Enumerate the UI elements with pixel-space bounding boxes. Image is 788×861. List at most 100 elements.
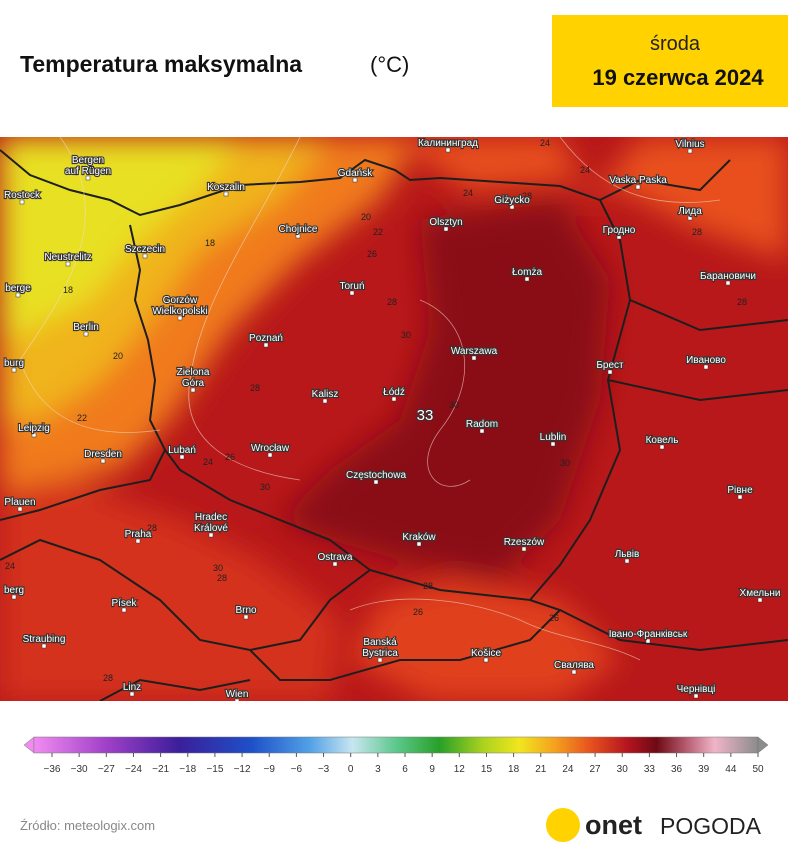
city-dot bbox=[179, 454, 185, 460]
city-label: Neustrelitz bbox=[44, 252, 91, 263]
isotherm-label: 20 bbox=[361, 212, 371, 222]
city-dot bbox=[322, 398, 328, 404]
isotherm-label: 22 bbox=[77, 413, 87, 423]
tick-label: 21 bbox=[535, 764, 547, 775]
logo-dot bbox=[546, 808, 580, 842]
isotherm-label: 18 bbox=[205, 238, 215, 248]
tick-label: −27 bbox=[98, 764, 115, 775]
city-dot bbox=[11, 594, 17, 600]
city-dot bbox=[208, 532, 214, 538]
tick-label: −24 bbox=[125, 764, 142, 775]
city-label: Banská bbox=[363, 637, 397, 648]
city-label: Барановичи bbox=[700, 271, 756, 282]
city-label: Praha bbox=[125, 529, 152, 540]
brand: onet bbox=[585, 810, 642, 840]
city-dot bbox=[352, 177, 358, 183]
city-dot bbox=[19, 199, 25, 205]
isotherm-label: 24 bbox=[5, 561, 15, 571]
city-label: Чернівці bbox=[677, 684, 716, 695]
city-dot bbox=[479, 428, 485, 434]
city-label: Leipzig bbox=[18, 423, 50, 434]
city-label: Bystrica bbox=[362, 648, 398, 659]
city-dot bbox=[757, 597, 763, 603]
isotherm-label: 28 bbox=[250, 383, 260, 393]
city-dot bbox=[295, 233, 301, 239]
city-label: Linz bbox=[123, 682, 141, 693]
city-dot bbox=[65, 261, 71, 267]
city-label: Radom bbox=[466, 419, 498, 430]
tick-label: −18 bbox=[179, 764, 196, 775]
isotherm-label: 18 bbox=[63, 285, 73, 295]
city-dot bbox=[687, 148, 693, 154]
city-dot bbox=[509, 204, 515, 210]
city-dot bbox=[85, 175, 91, 181]
city-label: Wielkopolski bbox=[152, 306, 208, 317]
city-dot bbox=[11, 367, 17, 373]
tick-label: −12 bbox=[234, 764, 251, 775]
isotherm-label: 28 bbox=[423, 581, 433, 591]
city-label: Dresden bbox=[84, 449, 122, 460]
city-dot bbox=[41, 643, 47, 649]
tick-label: −15 bbox=[206, 764, 223, 775]
isotherm-label: 24 bbox=[203, 457, 213, 467]
isotherm-label: 30 bbox=[449, 400, 459, 410]
city-label: Хмельни bbox=[740, 588, 781, 599]
city-label: Warszawa bbox=[451, 346, 498, 357]
tick-label: 33 bbox=[644, 764, 656, 775]
city-dot bbox=[177, 315, 183, 321]
city-dot bbox=[349, 290, 355, 296]
city-label: Львів bbox=[615, 549, 640, 560]
city-label: Gorzów bbox=[163, 295, 198, 306]
tick-label: 3 bbox=[375, 764, 381, 775]
tick-label: 9 bbox=[429, 764, 435, 775]
tick-label: 0 bbox=[348, 764, 354, 775]
isotherm-label: 24 bbox=[580, 165, 590, 175]
tick-label: 44 bbox=[725, 764, 737, 775]
city-label: Rostock bbox=[4, 190, 41, 201]
city-label: Bergen bbox=[72, 155, 104, 166]
city-dot bbox=[121, 607, 127, 613]
city-dot bbox=[332, 561, 338, 567]
tick-label: −3 bbox=[318, 764, 330, 775]
city-label: Kraków bbox=[402, 532, 436, 543]
city-dot bbox=[223, 191, 229, 197]
tick-label: 18 bbox=[508, 764, 520, 775]
isotherm-label: 26 bbox=[367, 249, 377, 259]
isotherm-label: 28 bbox=[387, 297, 397, 307]
city-dot bbox=[15, 292, 21, 298]
colorbar bbox=[33, 736, 759, 754]
city-dot bbox=[416, 541, 422, 547]
brand-sub: POGODA bbox=[660, 813, 762, 839]
max-label: 33 bbox=[417, 407, 434, 424]
isotherm-label: 28 bbox=[217, 573, 227, 583]
city-label: Wien bbox=[226, 689, 249, 700]
city-label: Івано-Франківськ bbox=[609, 629, 688, 640]
city-dot bbox=[659, 444, 665, 450]
city-dot bbox=[142, 253, 148, 259]
isotherm-label: 20 bbox=[113, 351, 123, 361]
city-label: Berlin bbox=[73, 322, 99, 333]
tick-label: 27 bbox=[590, 764, 602, 775]
tick-label: 50 bbox=[752, 764, 764, 775]
city-dot bbox=[687, 215, 693, 221]
city-label: Wrocław bbox=[251, 443, 290, 454]
city-label: berg bbox=[4, 585, 24, 596]
city-label: Ostrava bbox=[317, 552, 352, 563]
city-label: Hradec bbox=[195, 512, 227, 523]
city-dot bbox=[373, 479, 379, 485]
isotherm-label: 30 bbox=[560, 458, 570, 468]
city-dot bbox=[234, 698, 240, 701]
city-dot bbox=[31, 432, 37, 438]
city-label: Plauen bbox=[4, 497, 35, 508]
city-label: Рівне bbox=[727, 485, 753, 496]
isotherm-label: 28 bbox=[147, 523, 157, 533]
city-dot bbox=[100, 458, 106, 464]
city-dot bbox=[445, 147, 451, 153]
city-dot bbox=[703, 364, 709, 370]
city-label: Chojnice bbox=[279, 224, 318, 235]
city-label: burg bbox=[4, 358, 24, 369]
city-label: berge bbox=[5, 283, 31, 294]
city-label: Giżycko bbox=[494, 195, 530, 206]
city-label: Иваново bbox=[686, 355, 726, 366]
